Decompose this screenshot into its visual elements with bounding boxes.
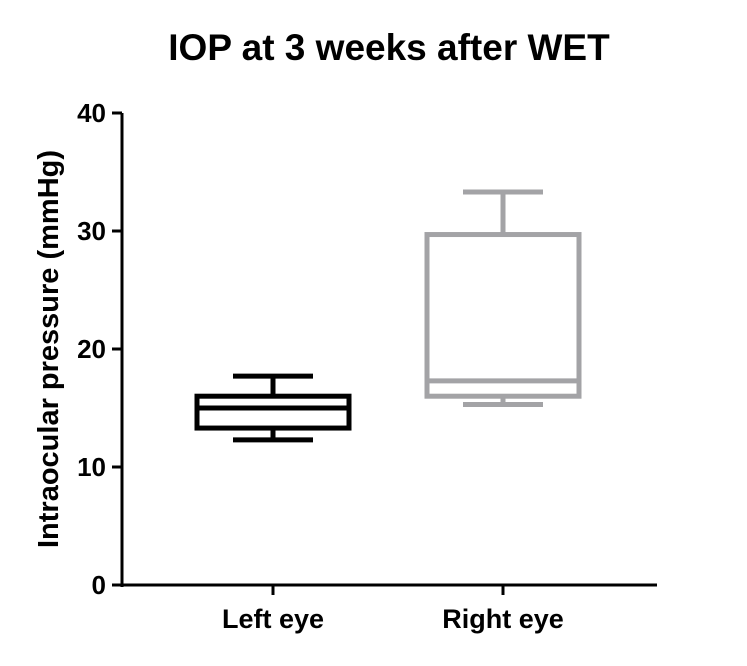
y-tick-label: 20: [77, 334, 106, 364]
axes: 0 10 20 30 40 Left eye Right eye: [77, 98, 657, 634]
y-tick-label: 10: [77, 452, 106, 482]
iqr-box: [424, 232, 582, 399]
iqr-box: [194, 393, 352, 431]
y-axis-label: Intraocular pressure (mmHg): [33, 150, 65, 548]
boxes: [194, 189, 582, 443]
box-left-eye: [194, 373, 352, 443]
box-right-eye: [424, 189, 582, 407]
x-tick-label: Left eye: [222, 604, 324, 634]
y-tick-label: 0: [92, 570, 106, 600]
x-tick-label: Right eye: [442, 604, 564, 634]
y-tick-label: 40: [77, 98, 106, 128]
chart-title: IOP at 3 weeks after WET: [168, 27, 610, 68]
y-tick-label: 30: [77, 216, 106, 246]
